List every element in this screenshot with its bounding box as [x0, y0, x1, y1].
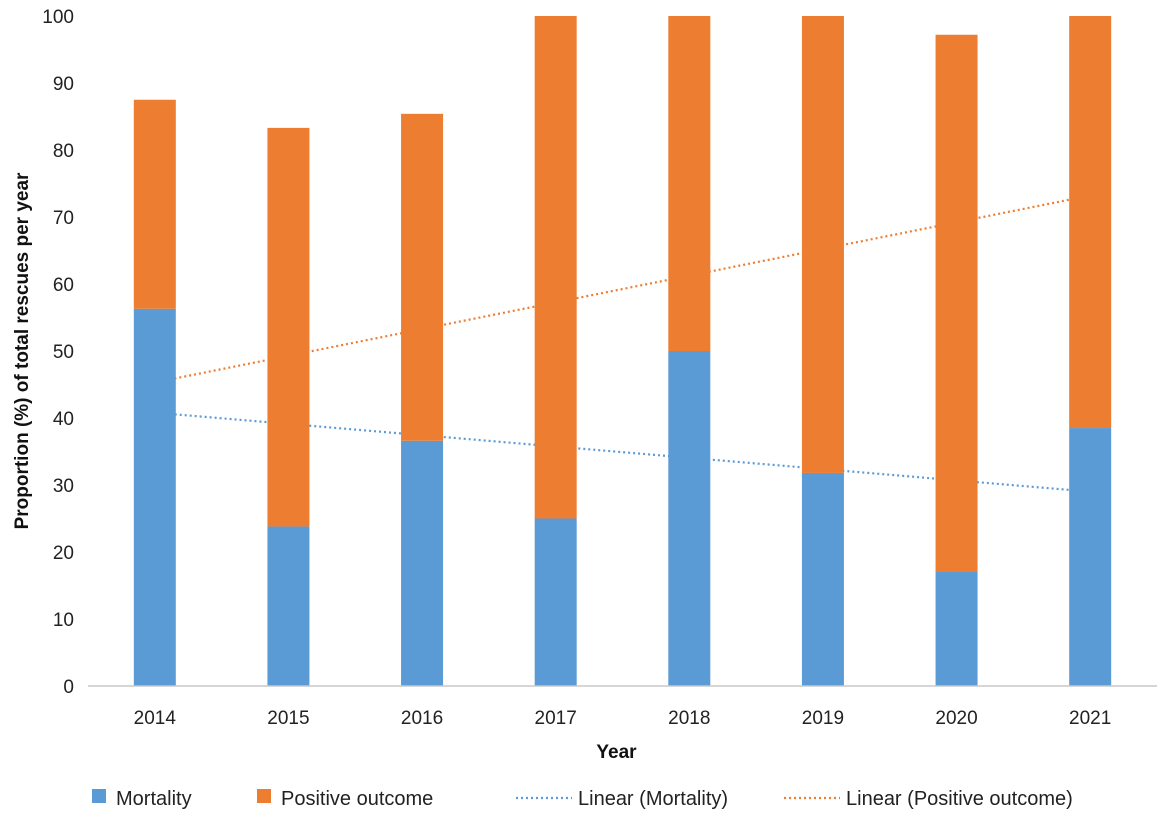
legend-positive-outcome-label: Positive outcome [281, 788, 433, 810]
legend-mortality-swatch [92, 789, 106, 803]
bar-positive-outcome [534, 16, 577, 519]
bar-mortality [668, 351, 711, 686]
x-tick-label: 2014 [134, 708, 177, 729]
bar-positive-outcome [801, 16, 844, 473]
y-axis-ticks: 0 10 20 30 40 50 60 70 80 90 100 [42, 7, 74, 698]
bar-mortality [133, 308, 176, 686]
y-tick-label: 0 [63, 677, 74, 698]
y-tick-label: 100 [42, 7, 74, 28]
y-tick-label: 70 [53, 208, 74, 229]
y-tick-label: 80 [53, 141, 74, 162]
legend-linear-positive-outcome-label: Linear (Positive outcome) [846, 788, 1073, 810]
legend-positive-outcome-swatch [257, 789, 271, 803]
x-tick-label: 2020 [935, 708, 977, 729]
x-tick-label: 2016 [401, 708, 443, 729]
bar-mortality [267, 526, 310, 686]
y-axis-title: Proportion (%) of total rescues per year [12, 172, 33, 529]
x-axis-ticks: 2014 2015 2016 2017 2018 2019 2020 2021 [134, 708, 1112, 729]
trendline-mortality [154, 411, 1091, 493]
legend-linear-mortality-label: Linear (Mortality) [578, 788, 728, 810]
y-tick-label: 60 [53, 275, 74, 296]
trendlines [154, 194, 1091, 493]
bar-positive-outcome [668, 16, 711, 351]
x-tick-label: 2021 [1069, 708, 1111, 729]
y-tick-label: 10 [53, 610, 74, 631]
bar-mortality [1069, 428, 1112, 686]
legend: Mortality Positive outcome Linear (Mortali… [92, 788, 1073, 810]
bar-positive-outcome [1069, 16, 1112, 429]
bar-mortality [935, 571, 978, 686]
y-tick-label: 50 [53, 342, 74, 363]
bar-positive-outcome [935, 34, 978, 572]
x-tick-label: 2018 [668, 708, 710, 729]
y-tick-label: 90 [53, 74, 74, 95]
x-tick-label: 2015 [267, 708, 309, 729]
y-tick-label: 40 [53, 409, 74, 430]
bar-mortality [534, 518, 577, 686]
bar-positive-outcome [267, 127, 310, 527]
legend-mortality-label: Mortality [116, 788, 192, 810]
bar-group [133, 16, 1112, 686]
x-tick-label: 2019 [802, 708, 844, 729]
x-tick-label: 2017 [535, 708, 577, 729]
bar-positive-outcome [401, 113, 444, 441]
bar-mortality [801, 472, 844, 686]
y-tick-label: 20 [53, 543, 74, 564]
bar-mortality [401, 440, 444, 686]
y-tick-label: 30 [53, 476, 74, 497]
x-axis-title: Year [596, 742, 637, 763]
trendline-positive-outcome [154, 194, 1091, 384]
bar-positive-outcome [133, 99, 176, 309]
